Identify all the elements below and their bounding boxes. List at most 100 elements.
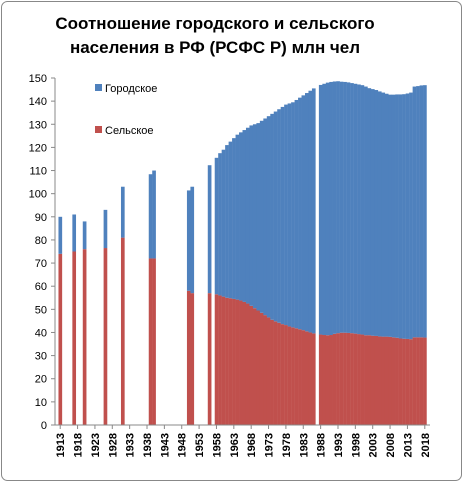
bar-segment xyxy=(308,332,313,425)
bar-segment xyxy=(228,141,233,299)
bar-segment xyxy=(249,125,254,306)
y-tick-label: 110 xyxy=(29,166,47,178)
bar-segment xyxy=(120,186,125,238)
bar-segment xyxy=(221,296,226,425)
y-tick-label: 30 xyxy=(35,351,47,363)
bar-segment xyxy=(256,310,261,425)
bar-segment xyxy=(263,315,268,425)
bar-segment xyxy=(336,333,340,425)
bar-segment xyxy=(103,209,108,249)
bar-segment xyxy=(214,157,219,295)
bar-segment xyxy=(120,237,125,425)
bar-segment xyxy=(291,102,295,328)
bar-segment xyxy=(364,86,368,336)
y-tick-label: 120 xyxy=(29,142,47,154)
bar-segment xyxy=(287,103,292,327)
bar-segment xyxy=(277,109,281,323)
x-tick-label: 1933 xyxy=(125,433,137,457)
bar-segment xyxy=(381,336,386,425)
bar-segment xyxy=(402,94,406,339)
bar-segment xyxy=(360,334,365,425)
bar-segment xyxy=(259,312,264,425)
bar-segment xyxy=(245,127,250,304)
bar-segment xyxy=(329,81,333,336)
x-tick-label: 1978 xyxy=(281,433,293,457)
bar-segment xyxy=(277,322,281,425)
bar-segment xyxy=(273,111,278,322)
bar-segment xyxy=(339,332,344,425)
bar-segment xyxy=(291,327,295,425)
bar-segment xyxy=(266,317,271,425)
x-tick-label: 1958 xyxy=(211,433,223,457)
y-tick-label: 60 xyxy=(35,281,47,293)
bar-segment xyxy=(318,334,323,425)
bar-segment xyxy=(381,92,386,337)
bar-segment xyxy=(218,153,222,296)
bar-segment xyxy=(148,258,153,425)
bar-segment xyxy=(245,303,250,425)
bar-segment xyxy=(405,93,410,339)
bar-segment xyxy=(252,308,257,425)
y-tick-label: 80 xyxy=(35,235,47,247)
bar-segment xyxy=(374,90,379,336)
bar-segment xyxy=(423,337,427,425)
bar-segment xyxy=(152,258,156,425)
bar-segment xyxy=(256,123,261,311)
x-tick-label: 2003 xyxy=(368,433,380,457)
y-tick-label: 50 xyxy=(35,304,47,316)
bar-segment xyxy=(395,337,399,425)
bar-segment xyxy=(58,216,63,254)
bar-segment xyxy=(384,336,389,425)
x-tick-label: 1963 xyxy=(229,433,241,457)
bar-segment xyxy=(357,334,361,425)
bar-segment xyxy=(391,94,396,338)
bar-segment xyxy=(360,85,365,335)
bar-segment xyxy=(280,106,285,325)
bar-segment xyxy=(398,338,403,425)
bar-segment xyxy=(311,333,316,425)
y-tick-label: 10 xyxy=(35,397,47,409)
bar-segment xyxy=(367,88,372,336)
x-tick-label: 2008 xyxy=(385,433,397,457)
y-tick-label: 140 xyxy=(29,96,47,108)
bar-segment xyxy=(377,336,382,425)
legend-swatch xyxy=(95,84,102,91)
bar-segment xyxy=(367,335,372,425)
bar-segment xyxy=(301,95,306,331)
x-tick-label: 2018 xyxy=(420,433,432,457)
y-tick-label: 40 xyxy=(35,327,47,339)
bar-segment xyxy=(266,116,271,318)
bar-segment xyxy=(325,82,330,336)
y-tick-label: 20 xyxy=(35,374,47,386)
x-tick-label: 1943 xyxy=(159,433,171,457)
bar-segment xyxy=(225,145,229,298)
bar-segment xyxy=(305,331,309,425)
bar-segment xyxy=(294,328,299,425)
bar-segment xyxy=(263,118,268,316)
bar-segment xyxy=(298,329,302,425)
bar-segment xyxy=(322,83,327,336)
bar-segment xyxy=(398,94,403,339)
x-tick-label: 1938 xyxy=(142,433,154,457)
bar-segment xyxy=(374,335,379,425)
bar-segment xyxy=(388,94,393,337)
bar-segment xyxy=(252,124,257,309)
x-tick-label: 1968 xyxy=(246,433,258,457)
bar-segment xyxy=(318,84,323,335)
bar-segment xyxy=(242,130,247,302)
y-tick-label: 130 xyxy=(29,119,47,131)
x-tick-label: 1948 xyxy=(177,433,189,457)
bar-segment xyxy=(423,85,427,338)
bar-segment xyxy=(239,300,243,425)
bar-segment xyxy=(405,338,410,425)
bar-segment xyxy=(235,134,240,300)
bar-segment xyxy=(346,82,351,333)
x-tick-label: 1923 xyxy=(90,433,102,457)
bar-segment xyxy=(225,297,229,425)
bar-segment xyxy=(239,132,243,301)
bar-segment xyxy=(339,81,344,333)
bar-segment xyxy=(242,301,247,425)
bar-segment xyxy=(364,335,368,425)
